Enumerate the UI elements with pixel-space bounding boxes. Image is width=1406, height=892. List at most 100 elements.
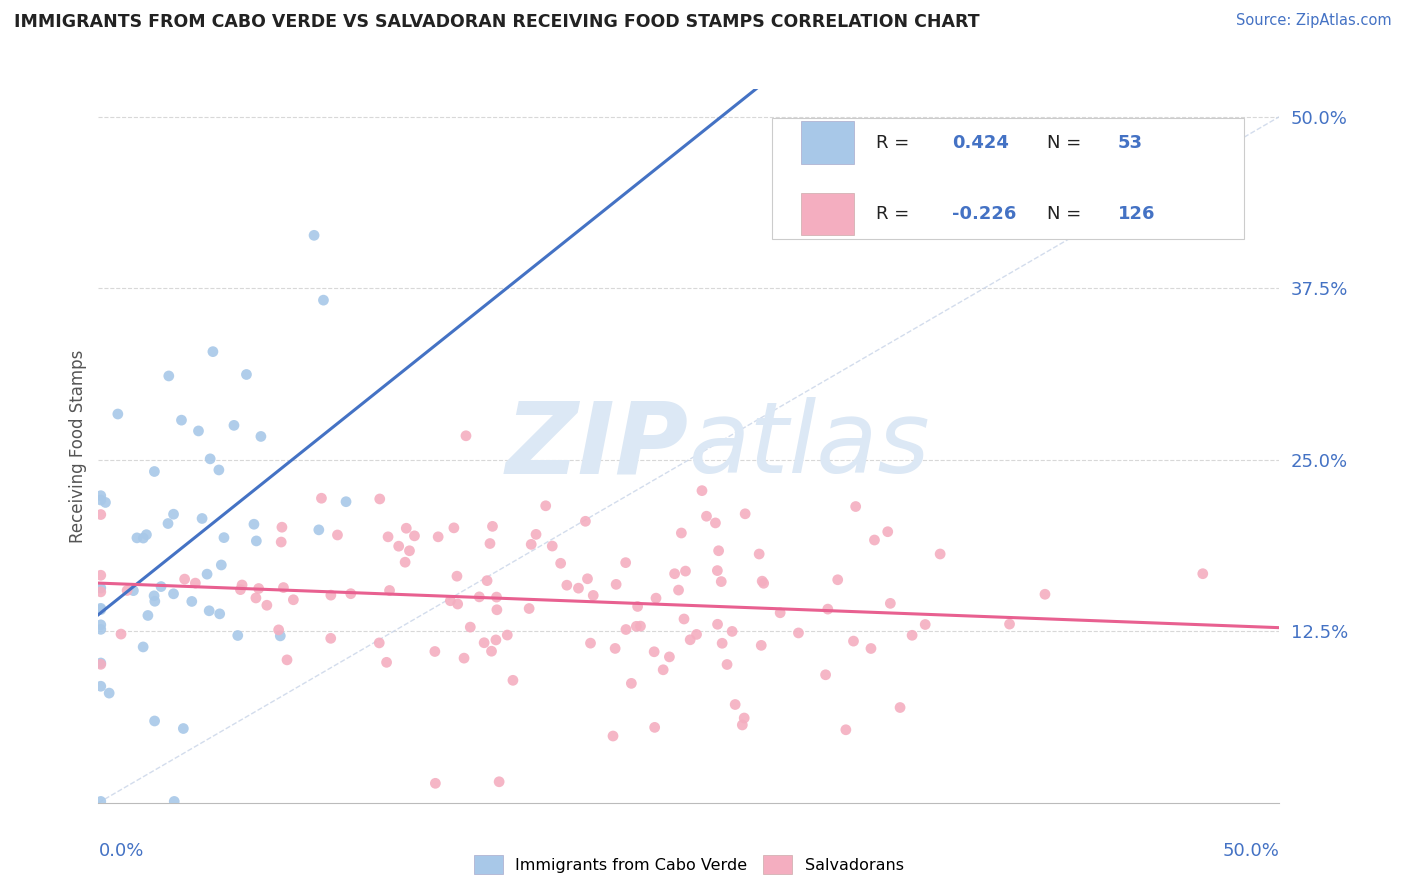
Point (157, 368, 180, 383)
Point (150, 580, 173, 594)
Point (1033, 587, 1056, 601)
Point (276, 653, 298, 667)
Point (135, 527, 157, 541)
Point (645, 591, 668, 606)
Point (769, 606, 792, 620)
Point (388, 539, 411, 553)
Point (245, 533, 267, 548)
Point (90, 601, 112, 615)
Point (94, 495, 117, 509)
Point (115, 583, 138, 598)
Point (256, 599, 278, 613)
Point (835, 723, 858, 737)
Y-axis label: Receiving Food Stamps: Receiving Food Stamps (69, 350, 87, 542)
Point (668, 583, 690, 598)
Point (98, 686, 121, 700)
Point (724, 698, 747, 712)
Point (817, 602, 839, 616)
Point (229, 582, 252, 597)
Point (488, 774, 510, 789)
Point (1191, 566, 1213, 581)
Point (534, 499, 557, 513)
Text: 50.0%: 50.0% (1223, 842, 1279, 860)
Point (524, 527, 547, 541)
Point (827, 573, 849, 587)
Point (710, 574, 733, 589)
Point (733, 711, 755, 725)
Point (685, 627, 707, 641)
Point (652, 663, 675, 677)
Point (198, 451, 221, 466)
Point (222, 418, 245, 433)
Point (191, 511, 214, 525)
Point (998, 617, 1021, 632)
Text: R =: R = (876, 205, 914, 223)
Point (375, 656, 398, 670)
Point (319, 632, 342, 646)
Point (446, 569, 468, 583)
Point (90, 508, 112, 522)
Point (704, 516, 727, 530)
Point (706, 617, 728, 632)
Point (326, 528, 349, 542)
Point (626, 599, 648, 614)
Text: atlas: atlas (689, 398, 931, 494)
Point (439, 593, 461, 607)
Point (312, 293, 335, 307)
Point (90, 581, 112, 595)
Point (842, 634, 865, 648)
Text: 0.0%: 0.0% (98, 842, 143, 860)
Point (845, 500, 868, 514)
Text: ZIP: ZIP (506, 398, 689, 494)
Text: R =: R = (876, 134, 914, 152)
Point (574, 514, 596, 528)
Point (195, 567, 218, 582)
Point (90, 568, 112, 582)
Text: N =: N = (1047, 134, 1087, 152)
Point (614, 556, 637, 570)
Point (443, 521, 465, 535)
Point (517, 601, 540, 615)
Point (162, 507, 184, 521)
Point (235, 368, 257, 382)
Point (394, 555, 416, 569)
Point (311, 491, 333, 506)
Point (269, 629, 291, 643)
Point (675, 564, 697, 578)
Point (748, 547, 770, 561)
Point (122, 583, 145, 598)
Point (283, 592, 305, 607)
Point (752, 576, 775, 591)
Point (162, 587, 184, 601)
Point (247, 582, 270, 596)
Point (644, 720, 666, 734)
Point (156, 516, 179, 531)
Point (273, 581, 295, 595)
Point (576, 572, 599, 586)
Point (395, 521, 418, 535)
Point (626, 619, 648, 633)
Point (423, 644, 446, 658)
Point (468, 590, 491, 604)
Point (270, 535, 292, 549)
Point (250, 429, 273, 443)
Point (481, 644, 503, 658)
Point (180, 594, 202, 608)
Text: N =: N = (1047, 205, 1087, 223)
Point (706, 564, 728, 578)
Point (136, 608, 159, 623)
Point (876, 524, 898, 539)
Point (368, 636, 391, 650)
Point (472, 636, 495, 650)
Point (125, 531, 148, 545)
Point (605, 641, 627, 656)
Point (319, 588, 342, 602)
Point (132, 640, 155, 654)
Point (749, 639, 772, 653)
Point (863, 533, 886, 547)
Point (339, 587, 361, 601)
Point (567, 581, 589, 595)
Point (605, 577, 627, 591)
Point (226, 628, 249, 642)
FancyBboxPatch shape (801, 193, 855, 235)
